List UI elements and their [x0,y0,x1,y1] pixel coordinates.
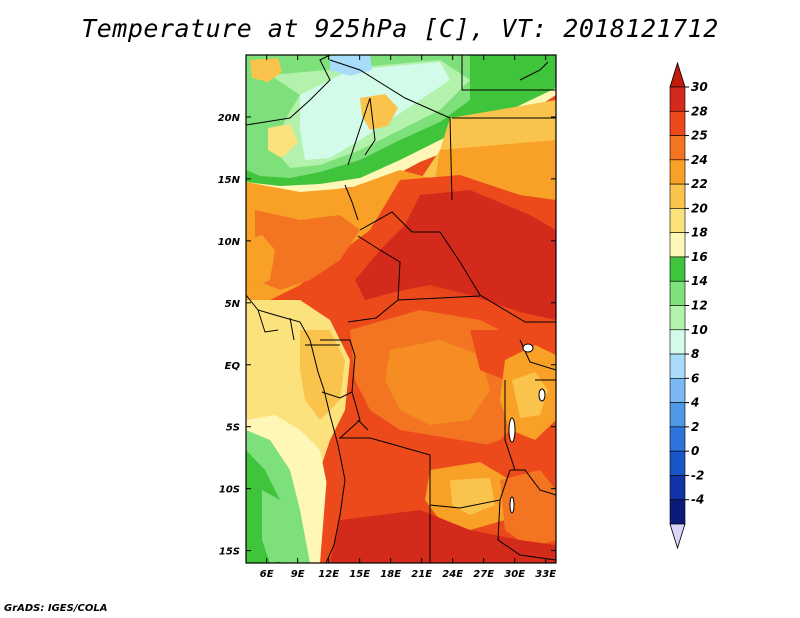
lakes [508,343,546,514]
colorbar-swatch [669,232,686,258]
colorbar-swatch [669,110,686,136]
lon-tick-label: 24E [442,569,463,580]
lon-tick-label: 15E [349,569,370,580]
colorbar-swatch [669,183,686,209]
colorbar-label: -2 [691,468,704,482]
colorbar-swatch [669,329,686,355]
country-borders [246,55,556,563]
lon-tick-label: 9E [291,569,305,580]
colorbar-swatch [669,159,686,185]
colorbar-swatch [669,499,686,525]
lon-tick-label: 30E [504,569,525,580]
colorbar-label: 0 [691,444,699,458]
colorbar-label: 28 [691,104,708,118]
lat-tick-label: 5S [226,423,240,434]
latitude-axis: 20N 15N 10N 5N EQ 5S 10S 15S [218,113,556,558]
colorbar-swatch [669,402,686,428]
colorbar-label: 6 [691,371,699,385]
lat-tick-label: 5N [225,299,241,310]
colorbar-label: 22 [691,177,708,191]
colorbar-swatch [669,450,686,476]
longitude-axis: 6E 9E 12E 15E 18E 21E 24E 27E 30E 33E [260,55,556,580]
colorbar-label: 4 [690,396,699,410]
lon-tick-label: 12E [318,569,339,580]
lon-tick-label: 21E [411,569,432,580]
colorbar-swatch [669,353,686,379]
colorbar-label: 8 [691,347,699,361]
lat-tick-label: EQ [225,361,241,372]
colorbar-swatch [669,426,686,452]
colorbar-swatch [669,378,686,403]
map-frame [245,54,557,564]
colorbar-swatch [669,208,686,233]
lon-tick-label: 33E [535,569,556,580]
colorbar-label: 20 [691,201,708,215]
colorbar-swatch [669,280,686,306]
colorbar-swatch [669,86,686,112]
lat-tick-label: 15S [219,547,240,558]
lon-tick-label: 6E [260,569,274,580]
colorbar-label: 16 [691,250,708,264]
grads-credit: GrADS: IGES/COLA [4,603,108,614]
map-title: Temperature at 925hPa [C], VT: 201812171… [81,14,719,43]
lat-tick-label: 10N [218,237,241,248]
colorbar-max-arrow [669,61,686,88]
colorbar-label: 14 [691,274,708,288]
colorbar-swatch [669,256,686,282]
colorbar-swatch [669,135,686,161]
colorbar-label: 18 [691,226,708,240]
colorbar-swatch [669,305,686,331]
lat-tick-label: 20N [218,113,241,124]
colorbar-swatch [669,475,686,501]
colorbar-label: 30 [691,80,708,94]
colorbar-label: 24 [691,153,708,167]
colorbar-label: 10 [691,323,708,337]
lon-tick-label: 18E [380,569,401,580]
colorbar-label: 2 [691,420,699,434]
lat-tick-label: 10S [219,485,240,496]
colorbar-min-arrow [669,523,686,550]
colorbar-label: 12 [691,299,708,313]
lon-tick-label: 27E [473,569,494,580]
lat-tick-label: 15N [218,175,241,186]
colorbar-label: -4 [691,493,704,507]
colorbar-label: 25 [691,129,708,143]
temperature-field [246,55,556,563]
